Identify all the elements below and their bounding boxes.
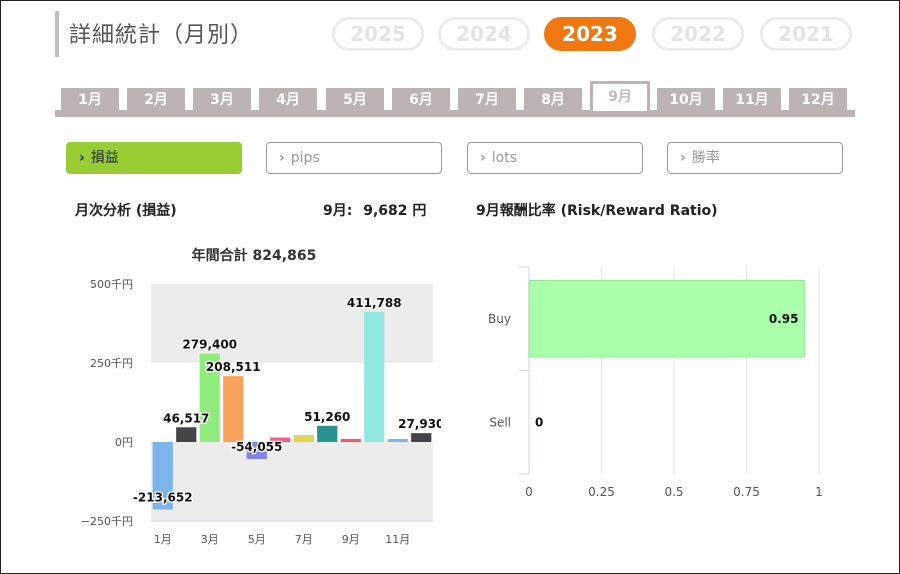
- category-label: lots: [492, 150, 517, 166]
- bar-value-label: 0.95: [769, 312, 799, 326]
- category-button-lots[interactable]: › lots: [467, 142, 643, 174]
- x-tick-label: 1月: [154, 533, 172, 546]
- bar-value-label: 27,930: [398, 417, 441, 431]
- tab-month-2[interactable]: 2月: [127, 88, 185, 112]
- bar-11月[interactable]: [388, 439, 408, 442]
- y-tick-label: −250千円: [81, 515, 133, 528]
- tab-month-4[interactable]: 4月: [259, 88, 317, 112]
- category-label: pips: [291, 150, 320, 166]
- chart-title: 年間合計 824,865: [192, 247, 317, 264]
- x-tick-label: 1: [815, 485, 823, 499]
- category-label: 勝率: [692, 150, 720, 166]
- category-button-winrate[interactable]: › 勝率: [667, 142, 843, 174]
- x-tick-label: 9月: [342, 533, 360, 546]
- bar-value-label: 0: [535, 415, 543, 429]
- bar-9月[interactable]: [341, 439, 361, 442]
- bar-value-label: -213,652: [133, 491, 193, 505]
- monthly-analysis-title: 月次分析 (損益): [75, 200, 177, 220]
- bar-value-label: 46,517: [163, 411, 209, 425]
- selected-month-summary: 9月: 9,682 円: [323, 200, 426, 220]
- tab-month-11[interactable]: 11月: [723, 88, 781, 112]
- tab-month-6[interactable]: 6月: [392, 88, 450, 112]
- monthly-profit-chart: 年間合計 824,865 500千円 250千円 0円 −250千円 -213,652…: [61, 239, 441, 551]
- bar-value-label: 279,400: [182, 338, 237, 352]
- y-tick-label: 250千円: [90, 357, 133, 370]
- x-tick-label: 0: [525, 485, 533, 499]
- x-tick-label: 7月: [295, 533, 313, 546]
- bar-value-label: 208,511: [206, 360, 261, 374]
- selected-month-value: 9,682 円: [363, 203, 426, 219]
- category-label-sell: Sell: [489, 415, 511, 429]
- chevron-right-icon: ›: [79, 143, 85, 173]
- year-pill-2022[interactable]: 2022: [652, 17, 744, 51]
- tab-month-3[interactable]: 3月: [193, 88, 251, 112]
- plot-band: [151, 442, 433, 521]
- category-label-buy: Buy: [488, 312, 511, 326]
- bar-8月[interactable]: [317, 426, 337, 442]
- category-label: 損益: [91, 150, 119, 166]
- bar-value-label: 51,260: [304, 410, 350, 424]
- risk-reward-chart: Buy Sell 0.95 0 0 0.25 0.5 0.75 1: [479, 259, 849, 509]
- year-pill-2023[interactable]: 2023: [544, 17, 636, 51]
- tab-month-9[interactable]: 9月: [590, 81, 650, 111]
- year-pill-2025[interactable]: 2025: [332, 17, 424, 51]
- x-tick-label: 11月: [385, 533, 410, 546]
- selected-month-label: 9月:: [323, 203, 352, 219]
- bar-value-label: -54,055: [231, 440, 282, 454]
- year-pill-2024[interactable]: 2024: [438, 17, 530, 51]
- bar-2月[interactable]: [176, 427, 196, 442]
- y-tick-label: 500千円: [90, 278, 133, 291]
- x-tick-label: 5月: [248, 533, 266, 546]
- bar-7月[interactable]: [294, 435, 314, 442]
- chevron-right-icon: ›: [279, 143, 285, 173]
- tab-month-5[interactable]: 5月: [326, 88, 384, 112]
- tab-month-8[interactable]: 8月: [524, 88, 582, 112]
- chevron-right-icon: ›: [680, 143, 686, 173]
- year-pill-2021[interactable]: 2021: [760, 17, 852, 51]
- x-tick-label: 0.25: [588, 485, 615, 499]
- page-title: 詳細統計（月別）: [69, 17, 253, 49]
- bar-4月[interactable]: [223, 376, 243, 442]
- rr-ratio-title: 9月報酬比率 (Risk/Reward Ratio): [476, 200, 718, 220]
- tab-month-7[interactable]: 7月: [458, 88, 516, 112]
- category-button-pips[interactable]: › pips: [266, 142, 442, 174]
- tab-month-12[interactable]: 12月: [789, 88, 847, 112]
- tab-month-1[interactable]: 1月: [61, 88, 119, 112]
- bar-10月[interactable]: [364, 312, 384, 442]
- bar-value-label: 411,788: [347, 296, 402, 310]
- y-tick-label: 0円: [115, 436, 133, 449]
- category-button-profit[interactable]: › 損益: [66, 142, 242, 174]
- title-accent-bar: [55, 11, 59, 57]
- x-tick-label: 0.5: [664, 485, 683, 499]
- tab-month-10[interactable]: 10月: [657, 88, 715, 112]
- chevron-right-icon: ›: [480, 143, 486, 173]
- bar-buy[interactable]: [529, 280, 805, 357]
- bar-12月[interactable]: [411, 433, 431, 442]
- x-tick-label: 0.75: [733, 485, 760, 499]
- x-tick-label: 3月: [201, 533, 219, 546]
